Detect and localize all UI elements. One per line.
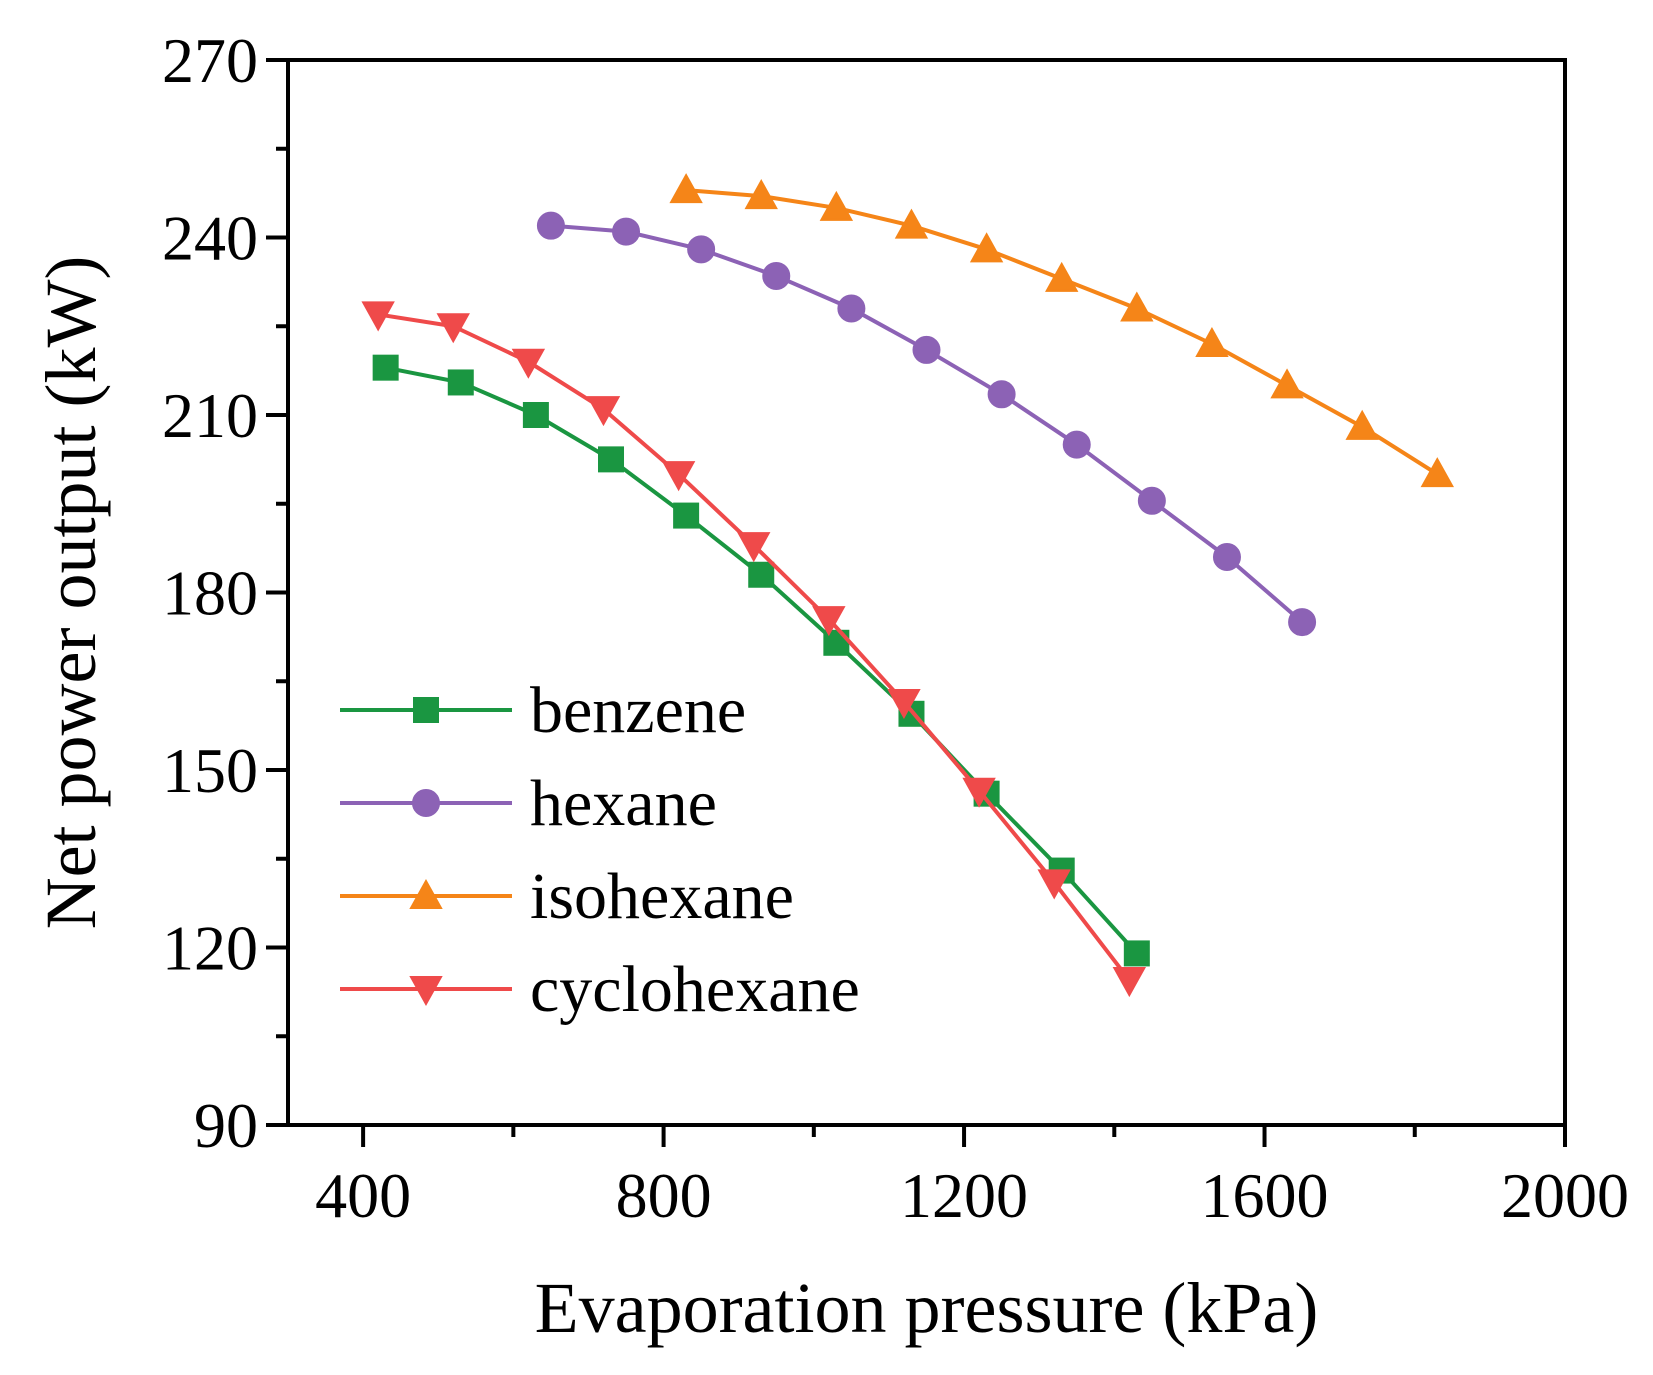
x-tick-label: 1600 xyxy=(1201,1160,1329,1231)
data-point-hexane xyxy=(987,380,1016,409)
x-tick-label: 400 xyxy=(315,1160,411,1231)
data-point-hexane xyxy=(912,335,941,364)
data-point-hexane xyxy=(837,294,866,323)
x-tick-label: 800 xyxy=(616,1160,712,1231)
legend-label: benzene xyxy=(530,674,746,747)
data-point-benzene xyxy=(372,354,399,381)
data-point-cyclohexane xyxy=(586,396,621,427)
data-point-isohexane xyxy=(819,190,854,221)
y-tick-label: 270 xyxy=(162,25,258,96)
legend-item-isohexane: isohexane xyxy=(340,860,794,933)
x-tick-label: 1200 xyxy=(900,1160,1028,1231)
data-point-cyclohexane xyxy=(511,348,546,379)
y-tick-label: 120 xyxy=(162,913,258,984)
data-point-benzene xyxy=(598,446,625,473)
legend-label: hexane xyxy=(530,767,717,840)
data-point-hexane xyxy=(762,261,791,290)
series-benzene xyxy=(372,354,1150,967)
data-point-benzene xyxy=(1123,940,1150,967)
data-point-hexane xyxy=(1062,430,1091,459)
series-hexane xyxy=(536,211,1317,637)
data-point-hexane xyxy=(612,217,641,246)
legend-item-hexane: hexane xyxy=(340,767,717,840)
data-point-isohexane xyxy=(969,232,1004,263)
legend-marker xyxy=(412,789,440,817)
x-axis-title: Evaporation pressure (kPa) xyxy=(535,1268,1319,1348)
data-point-benzene xyxy=(673,502,700,529)
legend-marker xyxy=(413,697,439,723)
data-point-cyclohexane xyxy=(436,313,470,344)
data-point-benzene xyxy=(748,561,775,588)
data-point-cyclohexane xyxy=(962,777,996,808)
data-point-isohexane xyxy=(1120,291,1154,322)
data-point-benzene xyxy=(522,402,549,428)
data-point-hexane xyxy=(687,235,716,264)
legend-item-benzene: benzene xyxy=(340,674,746,747)
y-axis-title: Net power output (kW) xyxy=(31,256,111,930)
data-point-cyclohexane xyxy=(812,606,846,637)
data-point-isohexane xyxy=(744,179,778,210)
data-point-cyclohexane xyxy=(661,461,696,492)
data-point-cyclohexane xyxy=(361,301,395,332)
data-point-benzene xyxy=(447,369,474,396)
series-isohexane xyxy=(669,173,1454,488)
series-layer xyxy=(361,173,1454,998)
data-point-hexane xyxy=(536,211,565,240)
y-tick-label: 90 xyxy=(194,1090,258,1161)
series-cyclohexane xyxy=(361,301,1147,998)
data-point-isohexane xyxy=(894,208,929,239)
data-point-cyclohexane xyxy=(1112,967,1147,998)
plot-frame xyxy=(286,58,1567,1127)
data-point-isohexane xyxy=(1420,457,1454,488)
data-point-cyclohexane xyxy=(887,688,921,720)
data-point-isohexane xyxy=(1045,261,1079,292)
y-tick-label: 180 xyxy=(162,558,258,629)
data-point-isohexane xyxy=(1345,409,1379,440)
data-point-isohexane xyxy=(1195,326,1229,357)
series-line-hexane xyxy=(550,223,1304,624)
legend-item-cyclohexane: cyclohexane xyxy=(340,953,860,1026)
data-point-isohexane xyxy=(669,173,703,204)
data-point-hexane xyxy=(1212,543,1241,571)
series-line-isohexane xyxy=(685,188,1439,476)
y-tick-label: 210 xyxy=(162,380,258,451)
data-point-hexane xyxy=(1288,608,1317,637)
legend-label: isohexane xyxy=(530,860,794,933)
data-point-cyclohexane xyxy=(1037,869,1071,900)
legend-marker xyxy=(409,976,443,1007)
data-point-hexane xyxy=(1137,486,1166,515)
x-tick-label: 2000 xyxy=(1501,1160,1629,1231)
axes: 90 120 150 180 210 240 270 400 800 1200 1600 2000 xyxy=(162,25,1629,1231)
data-point-isohexane xyxy=(1270,368,1304,399)
legend-marker xyxy=(409,878,443,909)
legend-label: cyclohexane xyxy=(530,953,860,1026)
data-point-cyclohexane xyxy=(737,532,771,563)
y-tick-label: 150 xyxy=(162,735,258,806)
legend: benzene hexane isohexane cyclohexane xyxy=(340,674,860,1026)
y-tick-label: 240 xyxy=(162,203,258,274)
